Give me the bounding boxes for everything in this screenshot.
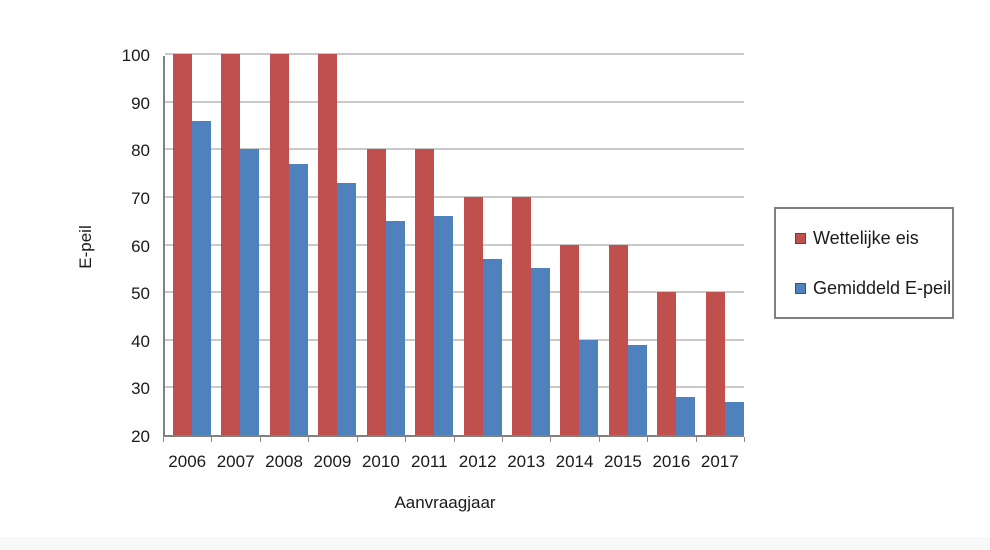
y-tick-label-40: 40 (131, 331, 150, 351)
y-tick-label-60: 60 (131, 236, 150, 256)
x-axis-tick-mark (453, 437, 455, 442)
legend: Wettelijke eis Gemiddeld E-peil (774, 207, 954, 319)
x-tick-label-2011: 2011 (411, 452, 448, 471)
x-tick-label-2013: 2013 (507, 452, 546, 471)
legend-label: Wettelijke eis (813, 227, 919, 248)
bar-wettelijke-eis-2017 (705, 292, 725, 435)
bar-wettelijke-eis-2011 (415, 149, 435, 435)
bar-wettelijke-eis-2015 (608, 244, 628, 435)
bar-gemiddeld-e-peil-2014 (579, 339, 599, 435)
y-tick-label-90: 90 (131, 93, 150, 113)
bar-wettelijke-eis-2006 (173, 54, 192, 435)
x-axis-tick-mark (744, 437, 745, 442)
x-axis-tick-mark (405, 437, 407, 442)
bar-gemiddeld-e-peil-2009 (337, 182, 357, 435)
x-tick-label-2015: 2015 (604, 452, 642, 471)
x-tick-label-2010: 2010 (361, 452, 400, 471)
gridline-30 (165, 386, 744, 389)
bar-wettelijke-eis-2013 (511, 196, 531, 435)
bar-gemiddeld-e-peil-2010 (385, 220, 405, 435)
y-tick-label-50: 50 (131, 284, 150, 304)
x-tick-label-2008: 2008 (265, 452, 303, 471)
bar-gemiddeld-e-peil-2013 (530, 268, 550, 435)
x-axis-title: Aanvraagjaar (394, 493, 496, 512)
plot-area (163, 53, 744, 437)
y-tick-label-30: 30 (131, 379, 150, 399)
bar-wettelijke-eis-2016 (657, 292, 677, 435)
gridline-90 (165, 100, 744, 103)
y-tick-label-70: 70 (131, 188, 150, 208)
bar-gemiddeld-e-peil-2016 (676, 396, 696, 435)
bar-wettelijke-eis-2010 (366, 149, 386, 435)
x-axis-tick-mark (211, 437, 213, 442)
bar-wettelijke-eis-2014 (560, 244, 580, 435)
x-axis-tick-mark (356, 437, 358, 442)
bar-gemiddeld-e-peil-2007 (240, 149, 260, 435)
x-tick-label-2012: 2012 (458, 452, 497, 471)
x-axis-tick-mark (695, 437, 697, 442)
bar-gemiddeld-e-peil-2015 (627, 344, 647, 435)
gridline-60 (165, 243, 744, 246)
x-axis-tick-mark (647, 437, 649, 442)
x-axis-tick-mark (259, 437, 261, 442)
gridline-70 (165, 195, 744, 198)
y-axis-title: E-peil (76, 225, 95, 269)
bar-wettelijke-eis-2008 (269, 54, 289, 435)
x-axis-tick-mark (308, 437, 310, 442)
gridline-50 (165, 291, 744, 294)
gridline-40 (165, 338, 744, 341)
bar-gemiddeld-e-peil-2017 (724, 401, 744, 435)
y-tick-label-100: 100 (121, 46, 150, 65)
legend-label: Gemiddeld E-peil (813, 277, 952, 298)
bar-gemiddeld-e-peil-2012 (482, 258, 502, 435)
legend-swatch-icon (795, 282, 806, 294)
y-tick-label-80: 80 (131, 141, 150, 161)
gridline-80 (165, 148, 744, 151)
gridline-100 (165, 53, 744, 55)
bar-wettelijke-eis-2009 (318, 54, 338, 435)
bottom-strip (0, 537, 990, 550)
x-tick-label-2016: 2016 (652, 452, 691, 471)
y-tick-label-20: 20 (131, 427, 150, 446)
x-tick-label-2007: 2007 (216, 452, 255, 471)
legend-item-gemiddeld-e-peil: Gemiddeld E-peil (795, 278, 952, 299)
x-axis-tick-mark (550, 437, 552, 442)
x-tick-label-2017: 2017 (700, 452, 739, 471)
x-axis-tick-mark (598, 437, 600, 442)
legend-item-wettelijke-eis: Wettelijke eis (795, 228, 952, 249)
legend-swatch-icon (795, 232, 806, 244)
x-tick-label-2014: 2014 (555, 452, 594, 471)
x-tick-label-2009: 2009 (313, 452, 352, 471)
bar-gemiddeld-e-peil-2008 (288, 163, 308, 435)
bar-wettelijke-eis-2012 (463, 196, 483, 435)
x-axis-tick-mark (163, 437, 164, 442)
bar-gemiddeld-e-peil-2006 (192, 120, 211, 435)
x-tick-label-2006: 2006 (168, 452, 207, 471)
bar-wettelijke-eis-2007 (221, 54, 241, 435)
bar-gemiddeld-e-peil-2011 (434, 215, 454, 435)
x-axis-tick-mark (501, 437, 503, 442)
